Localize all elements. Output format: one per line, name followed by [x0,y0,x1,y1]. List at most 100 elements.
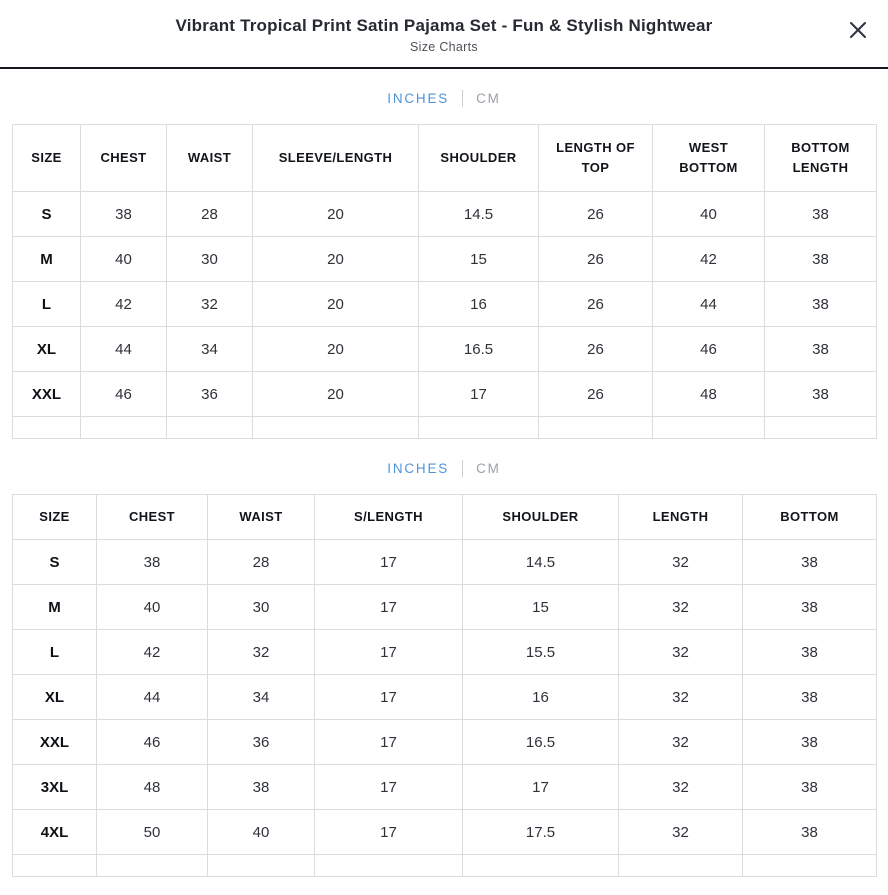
size-cell: XL [12,674,97,721]
header-row: SIZE CHEST WAIST S/LENGTH SHOULDER LENGTH BOTT… [12,494,877,541]
header-row: SIZE CHEST WAIST SLEEVE/LENGTH SHOULDER LENGT… [12,124,877,193]
value-cell: 17.5 [462,809,619,856]
empty-row [12,854,877,878]
value-cell: 14.5 [418,191,539,238]
value-cell: 32 [618,674,743,721]
value-cell: 32 [166,281,253,328]
empty-cell [207,854,315,878]
value-cell: 44 [80,326,167,373]
value-cell: 36 [166,371,253,418]
tab-cm[interactable]: CM [476,90,501,106]
close-button[interactable] [844,16,872,44]
value-cell: 20 [252,236,419,283]
value-cell: 32 [618,764,743,811]
table-row: L 42 32 17 15.5 32 38 [12,629,877,676]
empty-cell [12,416,81,440]
empty-cell [96,854,208,878]
value-cell: 32 [618,629,743,676]
value-cell: 34 [166,326,253,373]
empty-cell [418,416,539,440]
value-cell: 26 [538,191,653,238]
value-cell: 17 [418,371,539,418]
value-cell: 26 [538,236,653,283]
value-cell: 20 [252,326,419,373]
value-cell: 40 [96,584,208,631]
size-cell: XXL [12,719,97,766]
size-cell: M [12,236,81,283]
size-cell: M [12,584,97,631]
empty-cell [80,416,167,440]
column-header: SHOULDER [462,494,619,541]
tab-separator [462,89,464,107]
value-cell: 38 [764,191,877,238]
value-cell: 17 [314,584,463,631]
size-cell: L [12,629,97,676]
value-cell: 17 [314,809,463,856]
value-cell: 38 [764,326,877,373]
value-cell: 17 [314,629,463,676]
value-cell: 40 [207,809,315,856]
table-row: XXL 46 36 20 17 26 48 38 [12,371,877,418]
value-cell: 46 [80,371,167,418]
value-cell: 40 [80,236,167,283]
table-row: S 38 28 17 14.5 32 38 [12,539,877,586]
value-cell: 42 [96,629,208,676]
bottom-size-chart-section: INCHES CM SIZE CHEST WAIST S/LENGTH SHOULDER… [0,458,888,878]
value-cell: 26 [538,281,653,328]
page-title: Vibrant Tropical Print Satin Pajama Set … [175,16,713,35]
top-size-chart-table: SIZE CHEST WAIST SLEEVE/LENGTH SHOULDER LENGT… [12,124,877,440]
table-row: L 42 32 20 16 26 44 38 [12,281,877,328]
table-row: 4XL 50 40 17 17.5 32 38 [12,809,877,856]
column-header: SLEEVE/LENGTH [252,124,419,193]
column-header: BOTTOM LENGTH [764,124,877,193]
value-cell: 16.5 [462,719,619,766]
column-header: CHEST [96,494,208,541]
modal-subtitle: Size Charts [410,40,478,55]
empty-cell [618,854,743,878]
value-cell: 20 [252,371,419,418]
value-cell: 32 [618,719,743,766]
column-header: S/LENGTH [314,494,463,541]
empty-cell [12,854,97,878]
value-cell: 38 [96,539,208,586]
tab-inches[interactable]: INCHES [387,90,450,106]
table-row: S 38 28 20 14.5 26 40 38 [12,191,877,238]
value-cell: 38 [207,764,315,811]
value-cell: 48 [96,764,208,811]
value-cell: 32 [618,539,743,586]
value-cell: 15 [462,584,619,631]
value-cell: 40 [652,191,765,238]
value-cell: 42 [80,281,167,328]
value-cell: 48 [652,371,765,418]
close-icon [850,22,866,38]
value-cell: 16 [418,281,539,328]
value-cell: 38 [742,539,877,586]
empty-cell [742,854,877,878]
value-cell: 38 [742,764,877,811]
table-row: 3XL 48 38 17 17 32 38 [12,764,877,811]
tab-inches[interactable]: INCHES [387,460,450,476]
value-cell: 15.5 [462,629,619,676]
value-cell: 17 [314,764,463,811]
size-cell: XXL [12,371,81,418]
empty-cell [166,416,253,440]
value-cell: 32 [618,584,743,631]
table-row: XXL 46 36 17 16.5 32 38 [12,719,877,766]
value-cell: 44 [652,281,765,328]
value-cell: 17 [314,674,463,721]
empty-cell [652,416,765,440]
empty-cell [538,416,653,440]
value-cell: 14.5 [462,539,619,586]
size-cell: L [12,281,81,328]
empty-cell [252,416,419,440]
empty-cell [764,416,877,440]
value-cell: 50 [96,809,208,856]
column-header: CHEST [80,124,167,193]
size-cell: XL [12,326,81,373]
empty-row [12,416,877,440]
value-cell: 42 [652,236,765,283]
value-cell: 46 [652,326,765,373]
top-size-chart-section: INCHES CM SIZE CHEST WAIST SLEEVE/LENGTH SHO… [0,88,888,440]
value-cell: 38 [742,629,877,676]
tab-cm[interactable]: CM [476,460,501,476]
